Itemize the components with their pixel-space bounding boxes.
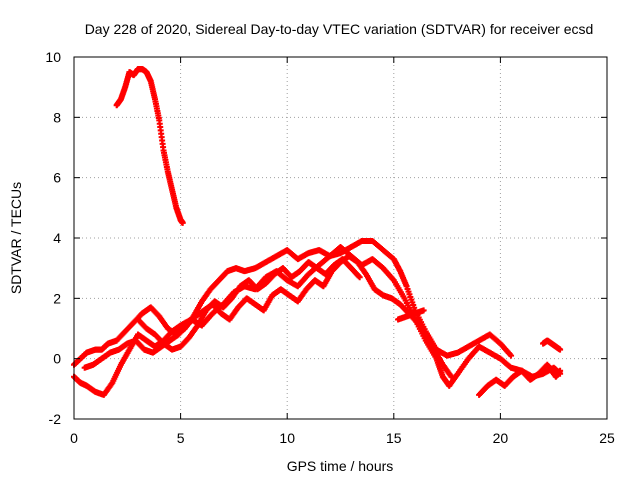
y-tick-label: 2 (53, 290, 61, 306)
y-tick-label: 4 (53, 230, 61, 246)
series-arc-g (476, 361, 564, 398)
y-tick-label: 10 (45, 49, 61, 65)
y-tick-label: 0 (53, 351, 61, 367)
data-point (179, 219, 186, 226)
x-tick-label: 5 (177, 430, 185, 446)
x-tick-label: 10 (279, 430, 295, 446)
x-tick-label: 0 (70, 430, 78, 446)
data-points (71, 66, 564, 398)
y-tick-label: -2 (49, 411, 62, 427)
data-point (356, 274, 363, 281)
grid (74, 57, 607, 419)
series-arc-f (395, 307, 427, 323)
series-arc-e (134, 256, 363, 353)
series-arc-a (113, 66, 186, 226)
y-tick-label: 8 (53, 109, 61, 125)
data-point (557, 367, 564, 374)
data-point (420, 307, 427, 314)
series-arc-b (71, 238, 515, 368)
x-tick-label: 20 (493, 430, 509, 446)
data-point (448, 373, 455, 380)
x-axis-title: GPS time / hours (287, 458, 394, 474)
data-point (557, 346, 564, 353)
chart-title: Day 228 of 2020, Sidereal Day-to-day VTE… (85, 21, 594, 37)
y-tick-label: 6 (53, 170, 61, 186)
data-point (508, 352, 515, 359)
x-tick-label: 25 (599, 430, 615, 446)
ticks: 0 5 10 15 20 25 -2 0 2 4 6 8 10 (45, 49, 615, 446)
series-arc-h (540, 337, 564, 353)
y-axis-title: SDTVAR / TECUs (8, 182, 24, 294)
x-tick-label: 15 (386, 430, 402, 446)
